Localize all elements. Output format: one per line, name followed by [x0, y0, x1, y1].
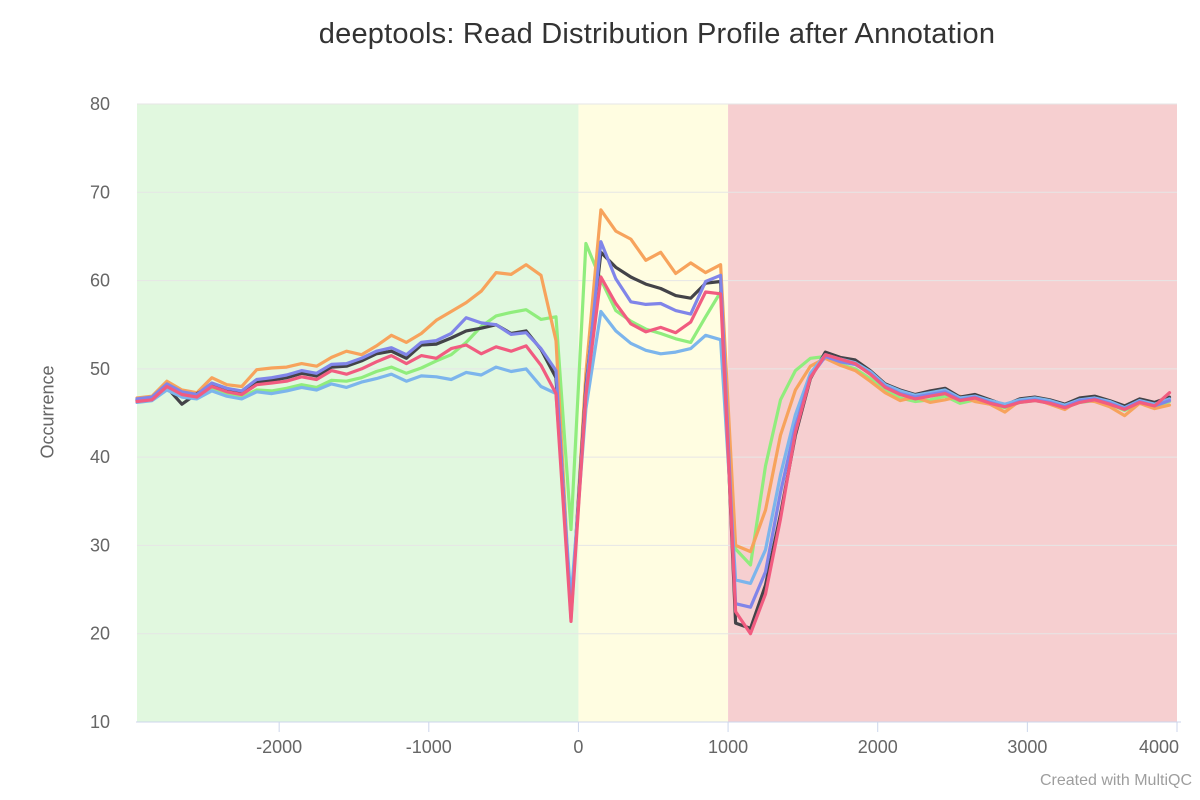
y-tick-label: 20: [90, 624, 110, 644]
chart-title: deeptools: Read Distribution Profile aft…: [318, 18, 996, 50]
x-tick-label: 0: [573, 737, 583, 757]
series-line-blue[interactable]: [135, 309, 1172, 601]
y-tick-label: 80: [90, 94, 110, 114]
x-tick-label: 1000: [708, 737, 748, 757]
y-tick-label: 70: [90, 182, 110, 202]
series-line-orange[interactable]: [135, 208, 1172, 621]
x-tick-label: -1000: [406, 737, 452, 757]
x-tick-label: 3000: [1007, 737, 1047, 757]
plot-band-green-band: [137, 104, 579, 722]
x-tick-label: 4000: [1139, 737, 1179, 757]
y-tick-label: 40: [90, 447, 110, 467]
y-tick-label: 50: [90, 359, 110, 379]
x-tick-label: -2000: [256, 737, 302, 757]
y-tick-label: 30: [90, 535, 110, 555]
x-tick-label: 2000: [858, 737, 898, 757]
y-tick-label: 60: [90, 271, 110, 291]
series-line-pink[interactable]: [135, 275, 1172, 636]
plot-band-yellow-band: [578, 104, 729, 722]
y-tick-label: 10: [90, 712, 110, 732]
multiqc-credit: Created with MultiQC: [1039, 772, 1192, 789]
